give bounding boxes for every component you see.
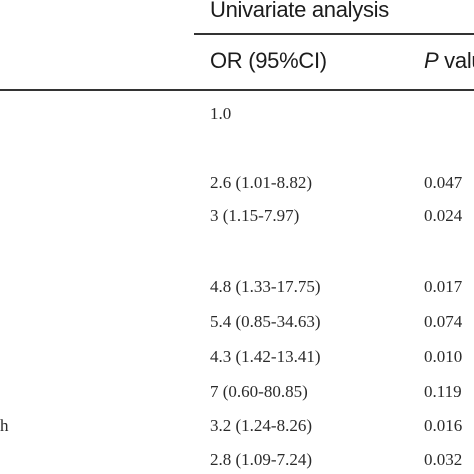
or-cell: 1.0 xyxy=(210,104,232,123)
group-header: Univariate analysis xyxy=(210,0,389,22)
p-value-cell: 0.074 xyxy=(424,312,463,331)
group-header-rule xyxy=(194,33,474,35)
p-value-cell: 0.016 xyxy=(424,416,463,435)
or-cell: 2.8 (1.09-7.24) xyxy=(210,450,312,469)
p-value-cell: 0.032 xyxy=(424,450,463,469)
p-value-cell: 0.017 xyxy=(424,277,463,296)
or-cell: 2.6 (1.01-8.82) xyxy=(210,173,312,192)
or-cell: 5.4 (0.85-34.63) xyxy=(210,312,321,331)
header-bottom-rule xyxy=(0,89,474,91)
p-value-cell: 0.047 xyxy=(424,173,463,192)
or-cell: 3 (1.15-7.97) xyxy=(210,206,300,225)
row-label: h xyxy=(0,416,9,435)
p-value-cell: 0.010 xyxy=(424,347,463,366)
column-header-p: P valu xyxy=(424,48,474,74)
or-cell: 3.2 (1.24-8.26) xyxy=(210,416,312,435)
column-header-or: OR (95%CI) xyxy=(210,48,327,73)
or-cell: 4.8 (1.33-17.75) xyxy=(210,277,321,296)
p-value-cell: 0.119 xyxy=(424,382,462,401)
p-header-suffix: valu xyxy=(444,48,474,73)
or-cell: 4.3 (1.42-13.41) xyxy=(210,347,321,366)
p-symbol: P xyxy=(424,48,439,73)
p-value-cell: 0.024 xyxy=(424,206,463,225)
or-cell: 7 (0.60-80.85) xyxy=(210,382,308,401)
